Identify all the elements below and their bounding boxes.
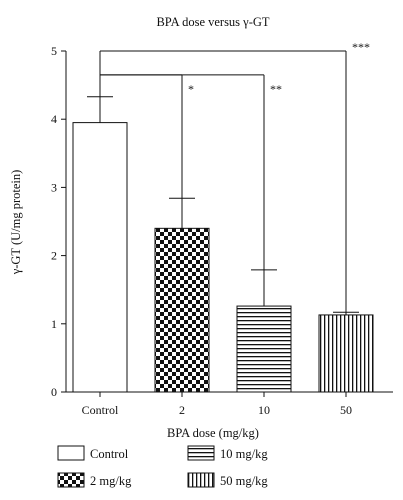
legend: Control 10 mg/kg 2 mg/kg 50 mg/kg <box>57 445 268 488</box>
bar-10 <box>236 305 292 393</box>
x-ticks: Control 2 10 50 <box>82 392 352 417</box>
x-axis-title: BPA dose (mg/kg) <box>167 426 259 440</box>
legend-label: 10 mg/kg <box>220 447 268 461</box>
bar-50 <box>318 314 374 393</box>
legend-swatch <box>57 445 85 461</box>
x-tick-label: 10 <box>258 403 270 417</box>
legend-swatch <box>187 445 215 461</box>
y-axis-title: γ-GT (U/mg protein) <box>9 170 23 276</box>
y-tick-label: 1 <box>51 317 57 331</box>
y-tick-label: 3 <box>51 180 57 194</box>
legend-label: 2 mg/kg <box>90 474 132 488</box>
x-tick-label: Control <box>82 403 119 417</box>
significance-label: ** <box>270 82 282 96</box>
legend-swatch <box>57 472 85 488</box>
y-tick-label: 0 <box>51 385 57 399</box>
y-tick-label: 4 <box>51 112 57 126</box>
significance-brackets: * ***** <box>99 40 370 313</box>
bar-2 <box>154 227 210 393</box>
legend-label: 50 mg/kg <box>220 474 268 488</box>
x-tick-label: 2 <box>179 403 185 417</box>
chart-title: BPA dose versus γ-GT <box>156 15 269 29</box>
bar-control <box>72 122 128 393</box>
x-tick-label: 50 <box>340 403 352 417</box>
y-ticks: 0 1 2 3 4 5 <box>51 44 66 399</box>
y-tick-label: 5 <box>51 44 57 58</box>
bars <box>72 96 374 393</box>
significance-label: *** <box>352 40 370 54</box>
significance-label: * <box>188 82 194 96</box>
legend-label: Control <box>90 447 129 461</box>
legend-swatch <box>187 472 215 488</box>
y-tick-label: 2 <box>51 249 57 263</box>
